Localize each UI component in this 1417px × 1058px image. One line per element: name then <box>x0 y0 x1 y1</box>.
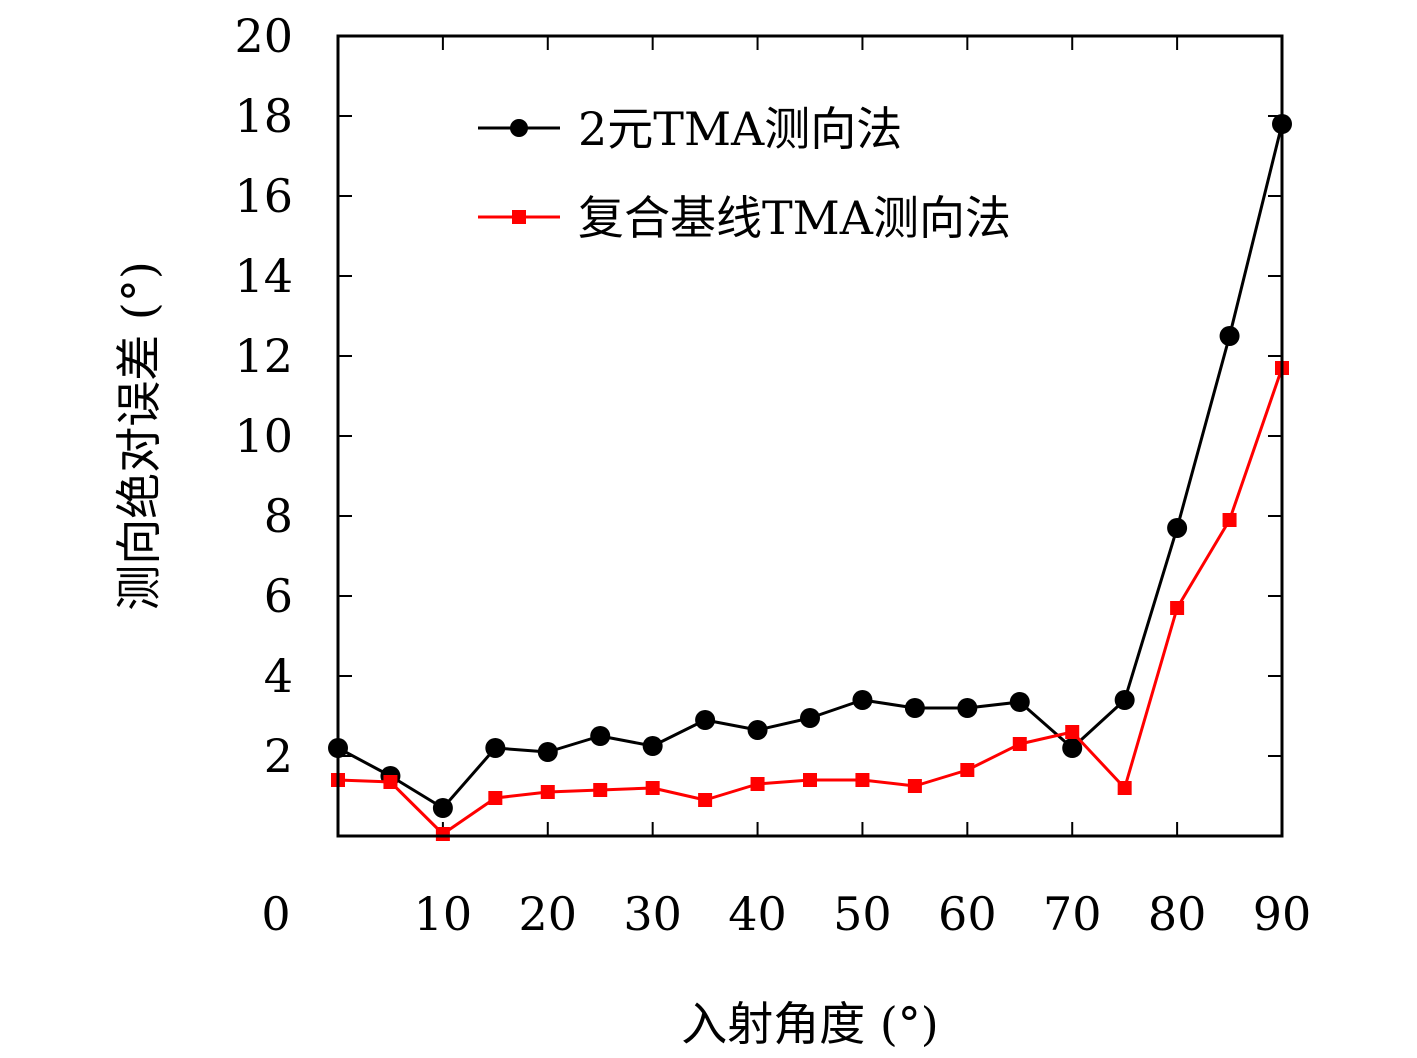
data-point <box>590 726 611 746</box>
y-tick-label: 14 <box>234 249 293 303</box>
data-point <box>904 698 925 718</box>
series <box>328 114 1292 841</box>
x-tick-label: 30 <box>623 887 682 941</box>
data-point <box>1009 692 1030 712</box>
data-point <box>695 710 716 730</box>
data-point <box>1170 601 1185 615</box>
data-point <box>800 708 820 728</box>
y-tick-label: 12 <box>234 329 293 383</box>
data-point <box>1012 737 1027 751</box>
data-point <box>1062 738 1083 758</box>
data-point <box>698 793 713 807</box>
y-tick-label: 8 <box>264 489 293 543</box>
x-tick-label: 70 <box>1043 887 1102 941</box>
x-tick-label: 80 <box>1148 887 1207 941</box>
data-point <box>852 690 873 710</box>
data-point <box>488 791 503 805</box>
y-tick-label: 10 <box>234 409 293 463</box>
data-point <box>747 720 768 740</box>
data-point <box>1065 725 1080 739</box>
data-point <box>1219 326 1240 346</box>
data-point <box>907 779 922 793</box>
y-tick-label: 18 <box>234 89 293 143</box>
data-point <box>855 773 870 787</box>
data-point <box>1114 690 1135 710</box>
data-point <box>645 781 660 795</box>
data-point <box>957 698 978 718</box>
plot-frame <box>336 34 1284 838</box>
legend-marker-2 <box>512 210 526 224</box>
ticks: 0 10 20 30 40 50 60 70 80 90 2 4 6 8 10 12 14 16 18 20 <box>234 9 1311 941</box>
x-tick-label: 0 <box>261 887 290 941</box>
data-point <box>642 736 663 756</box>
data-point <box>485 738 506 758</box>
legend-entry-1: 2元TMA测向法 <box>478 102 902 156</box>
data-point <box>540 785 555 799</box>
y-tick-label: 20 <box>234 9 293 63</box>
data-point <box>1167 518 1188 538</box>
data-point <box>803 773 817 787</box>
data-point <box>537 742 558 762</box>
data-point <box>750 777 765 791</box>
x-tick-label: 10 <box>414 887 473 941</box>
x-axis-title: 入射角度 (°) <box>681 997 939 1051</box>
legend-label-2: 复合基线TMA测向法 <box>578 191 1011 245</box>
x-tick-label: 20 <box>519 887 578 941</box>
data-point <box>960 763 975 777</box>
legend-label-1: 2元TMA测向法 <box>578 102 902 156</box>
series-1 <box>328 114 1292 818</box>
data-point <box>432 798 453 818</box>
data-point <box>1117 781 1132 795</box>
x-tick-label: 40 <box>728 887 787 941</box>
series-2 <box>331 361 1289 841</box>
legend-marker-1 <box>510 119 528 137</box>
y-tick-label: 4 <box>264 649 293 703</box>
y-tick-label: 6 <box>264 569 293 623</box>
y-tick-label: 2 <box>264 729 293 783</box>
x-tick-label: 60 <box>938 887 997 941</box>
x-tick-label: 50 <box>833 887 892 941</box>
legend: 2元TMA测向法 复合基线TMA测向法 <box>478 102 1011 245</box>
x-tick-label: 90 <box>1253 887 1312 941</box>
data-point <box>1222 513 1237 527</box>
data-point <box>593 783 608 797</box>
data-point <box>383 775 398 789</box>
y-axis-title: 测向绝对误差 (°) <box>112 261 166 611</box>
y-tick-label: 16 <box>234 169 293 223</box>
data-point <box>435 827 450 841</box>
legend-entry-2: 复合基线TMA测向法 <box>478 191 1011 245</box>
